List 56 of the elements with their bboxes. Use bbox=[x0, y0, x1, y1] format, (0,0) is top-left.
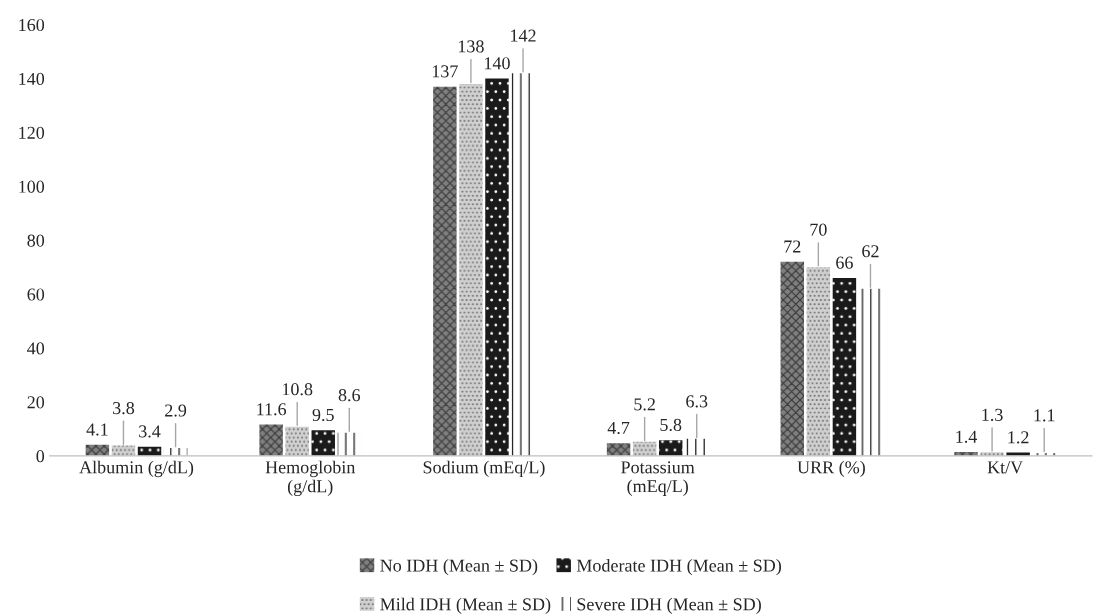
y-tick-label: 100 bbox=[19, 180, 45, 193]
x-tick-label: Potassium (mEq/L) bbox=[621, 461, 695, 496]
data-label: 1.4 bbox=[956, 430, 978, 443]
y-tick-label: 40 bbox=[27, 342, 45, 355]
data-label: 1.2 bbox=[1008, 431, 1029, 444]
data-label: 10.8 bbox=[282, 383, 313, 396]
data-label: 66 bbox=[836, 256, 853, 269]
data-label: 62 bbox=[862, 245, 879, 258]
data-label: 3.4 bbox=[139, 425, 161, 438]
x-tick-label: Kt/V bbox=[987, 461, 1023, 474]
bar bbox=[285, 426, 309, 456]
data-label: 3.8 bbox=[113, 401, 135, 415]
data-label: 5.8 bbox=[660, 418, 682, 432]
data-label: 137 bbox=[432, 65, 458, 78]
y-tick-label: 120 bbox=[19, 126, 45, 139]
bar bbox=[806, 267, 831, 456]
data-label: 1.3 bbox=[982, 408, 1003, 421]
y-tick-label: 140 bbox=[19, 72, 45, 85]
x-tick-label: Albumin (g/dL) bbox=[79, 460, 194, 478]
legend-label: Moderate IDH (Mean ± SD) bbox=[576, 558, 781, 576]
data-label: 72 bbox=[784, 240, 801, 253]
bar bbox=[606, 443, 631, 456]
data-label: 4.1 bbox=[86, 423, 108, 436]
data-label: 9.5 bbox=[312, 408, 334, 422]
bar bbox=[259, 424, 283, 456]
bar bbox=[311, 430, 335, 456]
data-label: 6.3 bbox=[686, 395, 708, 408]
bar bbox=[632, 441, 657, 456]
y-tick-label: 80 bbox=[27, 234, 45, 247]
y-tick-label: 0 bbox=[36, 450, 45, 463]
bar bbox=[485, 78, 509, 456]
data-label: 2.9 bbox=[165, 404, 187, 417]
y-tick-label: 60 bbox=[27, 288, 45, 301]
x-tick-label: Hemoglobin (g/dL) bbox=[265, 460, 356, 497]
data-label: 1.1 bbox=[1034, 409, 1055, 422]
data-label: 5.2 bbox=[634, 398, 655, 411]
data-label: 4.7 bbox=[607, 421, 630, 435]
data-label: 8.6 bbox=[338, 389, 361, 402]
legend-label: Severe IDH (Mean ± SD) bbox=[577, 597, 761, 615]
x-tick-label: Sodium (mEq/L) bbox=[423, 460, 545, 478]
data-label: 140 bbox=[485, 57, 510, 70]
y-tick-label: 160 bbox=[19, 18, 45, 32]
legend-label: Mild IDH (Mean ± SD) bbox=[380, 597, 551, 615]
bar bbox=[780, 261, 805, 456]
bar bbox=[658, 440, 683, 456]
data-label: 142 bbox=[511, 29, 536, 42]
x-tick-label: URR (%) bbox=[797, 460, 865, 478]
bar bbox=[858, 288, 883, 456]
data-label: 138 bbox=[458, 40, 484, 53]
data-label: 11.6 bbox=[257, 403, 287, 416]
data-label: 70 bbox=[810, 223, 827, 236]
bar bbox=[459, 83, 483, 456]
bar bbox=[433, 86, 457, 456]
bar bbox=[832, 277, 857, 456]
legend-label: No IDH (Mean ± SD) bbox=[380, 558, 538, 576]
y-tick-label: 20 bbox=[27, 396, 45, 409]
